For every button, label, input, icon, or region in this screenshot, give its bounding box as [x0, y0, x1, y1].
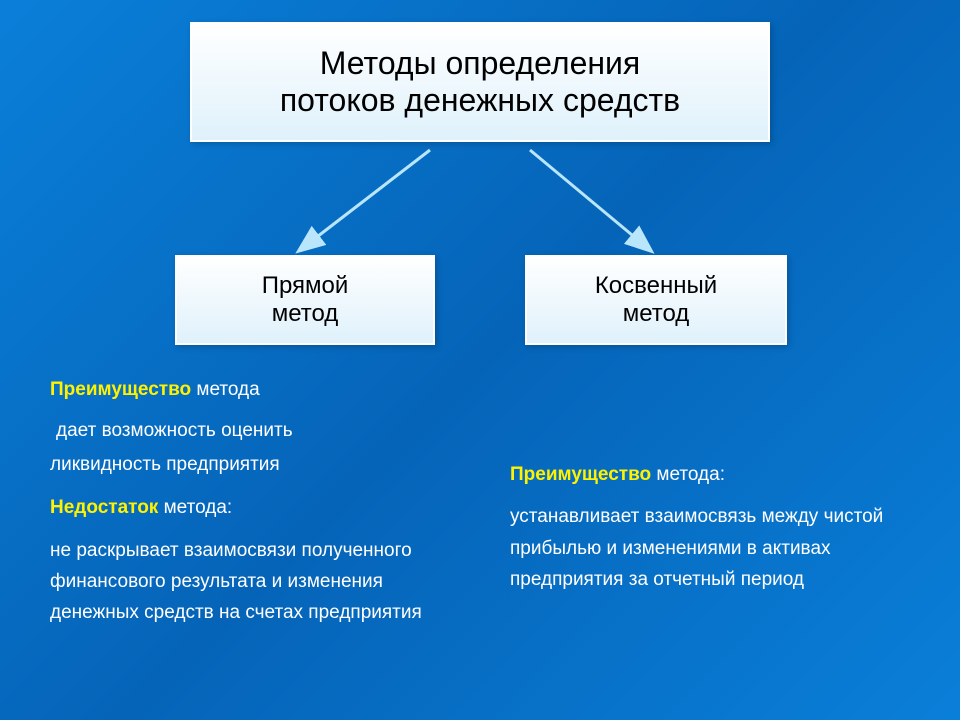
- arrow-left: [300, 150, 430, 250]
- direct-dis-body: не раскрывает взаимосвязи полученного фи…: [50, 535, 470, 629]
- direct-adv-label: Преимущество: [50, 379, 191, 400]
- direct-adv-after: метода: [191, 379, 260, 400]
- direct-adv-body1: дает возможность оценить: [50, 416, 470, 445]
- title-line1: Методы определения: [320, 45, 640, 82]
- method-box-direct: Прямой метод: [175, 255, 435, 345]
- direct-dis-after: метода:: [158, 497, 232, 518]
- direct-adv-body2: ликвидность предприятия: [50, 450, 470, 479]
- method-indirect-line1: Косвенный: [595, 272, 717, 300]
- indirect-adv-after: метода:: [651, 464, 725, 485]
- method-direct-line1: Прямой: [262, 272, 349, 300]
- indirect-adv-body: устанавливает взаимосвязь между чистой п…: [510, 501, 930, 595]
- method-direct-line2: метод: [272, 300, 339, 328]
- arrow-right: [530, 150, 650, 250]
- method-indirect-line2: метод: [623, 300, 690, 328]
- indirect-method-text: Преимущество метода: устанавливает взаим…: [510, 460, 930, 595]
- title-box: Методы определения потоков денежных сред…: [190, 22, 770, 142]
- direct-method-text: Преимущество метода дает возможность оце…: [50, 375, 470, 629]
- indirect-adv-label: Преимущество: [510, 464, 651, 485]
- method-box-indirect: Косвенный метод: [525, 255, 787, 345]
- title-line2: потоков денежных средств: [280, 82, 680, 119]
- direct-dis-label: Недостаток: [50, 497, 158, 518]
